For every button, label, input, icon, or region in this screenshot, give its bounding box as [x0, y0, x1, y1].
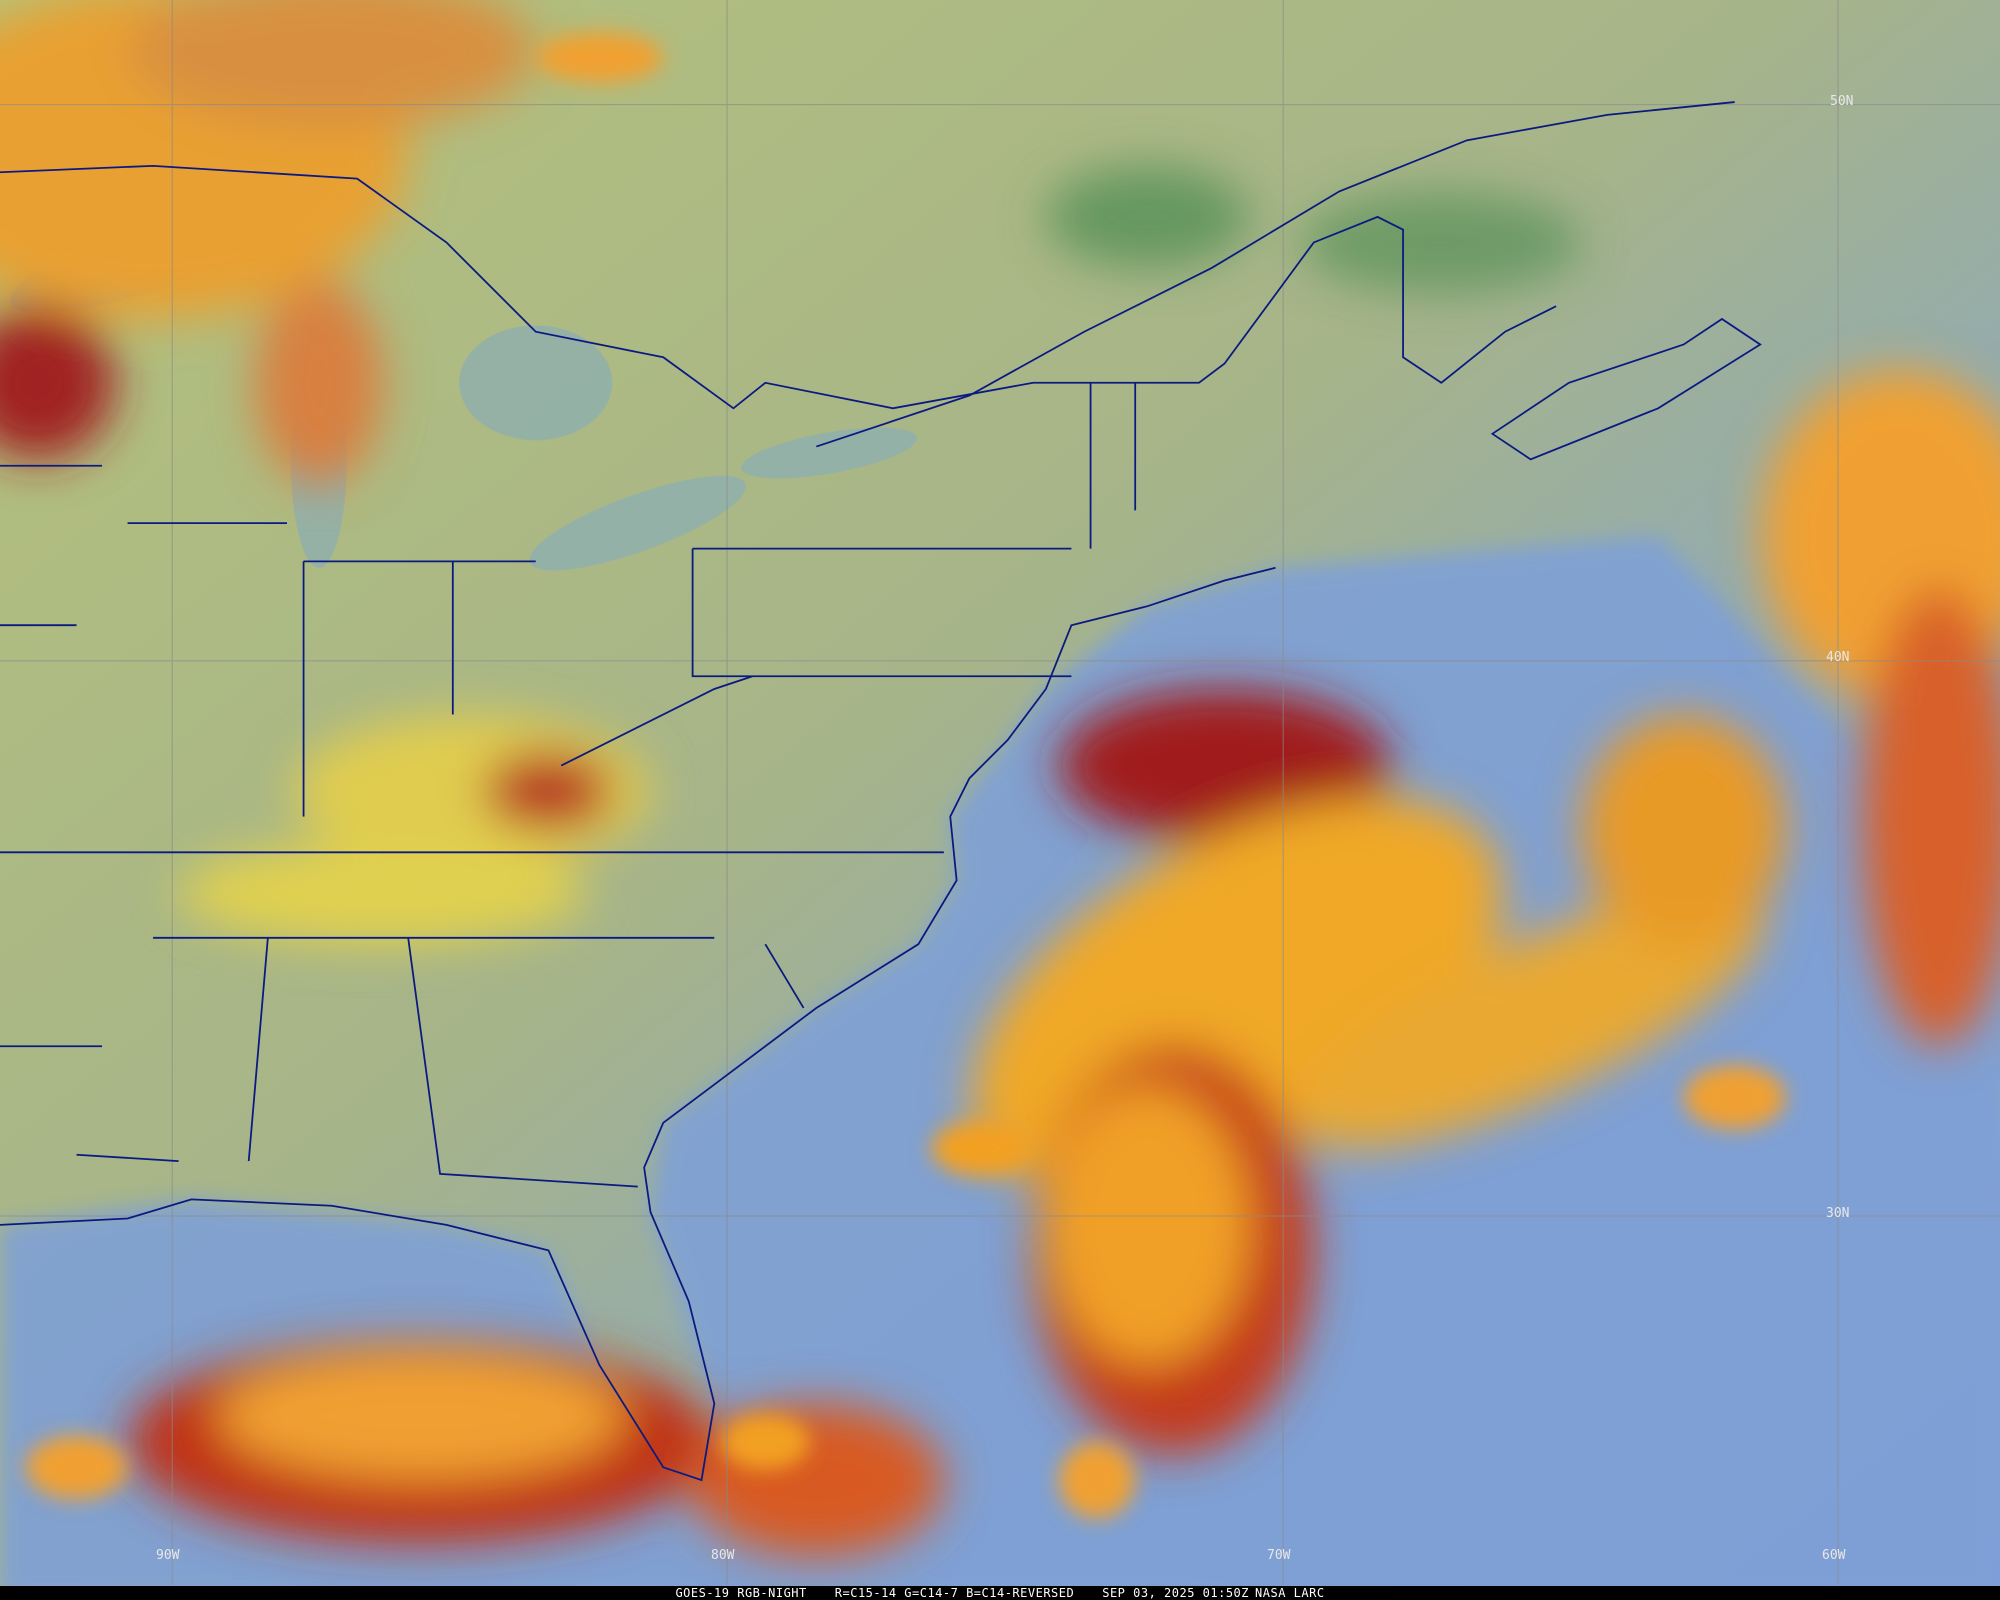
coastline	[0, 566, 1276, 1482]
image-caption-bar: GOES-19 RGB-NIGHT R=C15-14 G=C14-7 B=C14-…	[0, 1586, 2000, 1600]
lat-label-40n: 40N	[1826, 650, 1850, 665]
lon-label-90w: 90W	[156, 1548, 180, 1563]
lon-label-70w: 70W	[1267, 1548, 1291, 1563]
caption-source: NASA LARC	[1255, 1586, 1325, 1600]
st-lawrence	[816, 101, 1735, 448]
caption-satellite: GOES-19 RGB-NIGHT	[675, 1586, 807, 1600]
lat-label-50n: 50N	[1830, 94, 1854, 109]
political-boundaries	[0, 101, 1762, 1482]
cloud-field	[0, 0, 2000, 1557]
caption-datetime-source: SEP 03, 2025 01:50Z NASA LARC	[1102, 1586, 1324, 1600]
lon-label-60w: 60W	[1822, 1548, 1846, 1563]
caption-channels: R=C15-14 G=C14-7 B=C14-REVERSED	[834, 1586, 1075, 1600]
lon-label-80w: 80W	[711, 1548, 735, 1563]
state-lines	[0, 382, 1137, 1188]
lat-label-30n: 30N	[1826, 1206, 1850, 1221]
caption-datetime: SEP 03, 2025 01:50Z	[1102, 1586, 1250, 1600]
nova-scotia	[1490, 317, 1762, 461]
us-canada-border	[0, 164, 1557, 410]
